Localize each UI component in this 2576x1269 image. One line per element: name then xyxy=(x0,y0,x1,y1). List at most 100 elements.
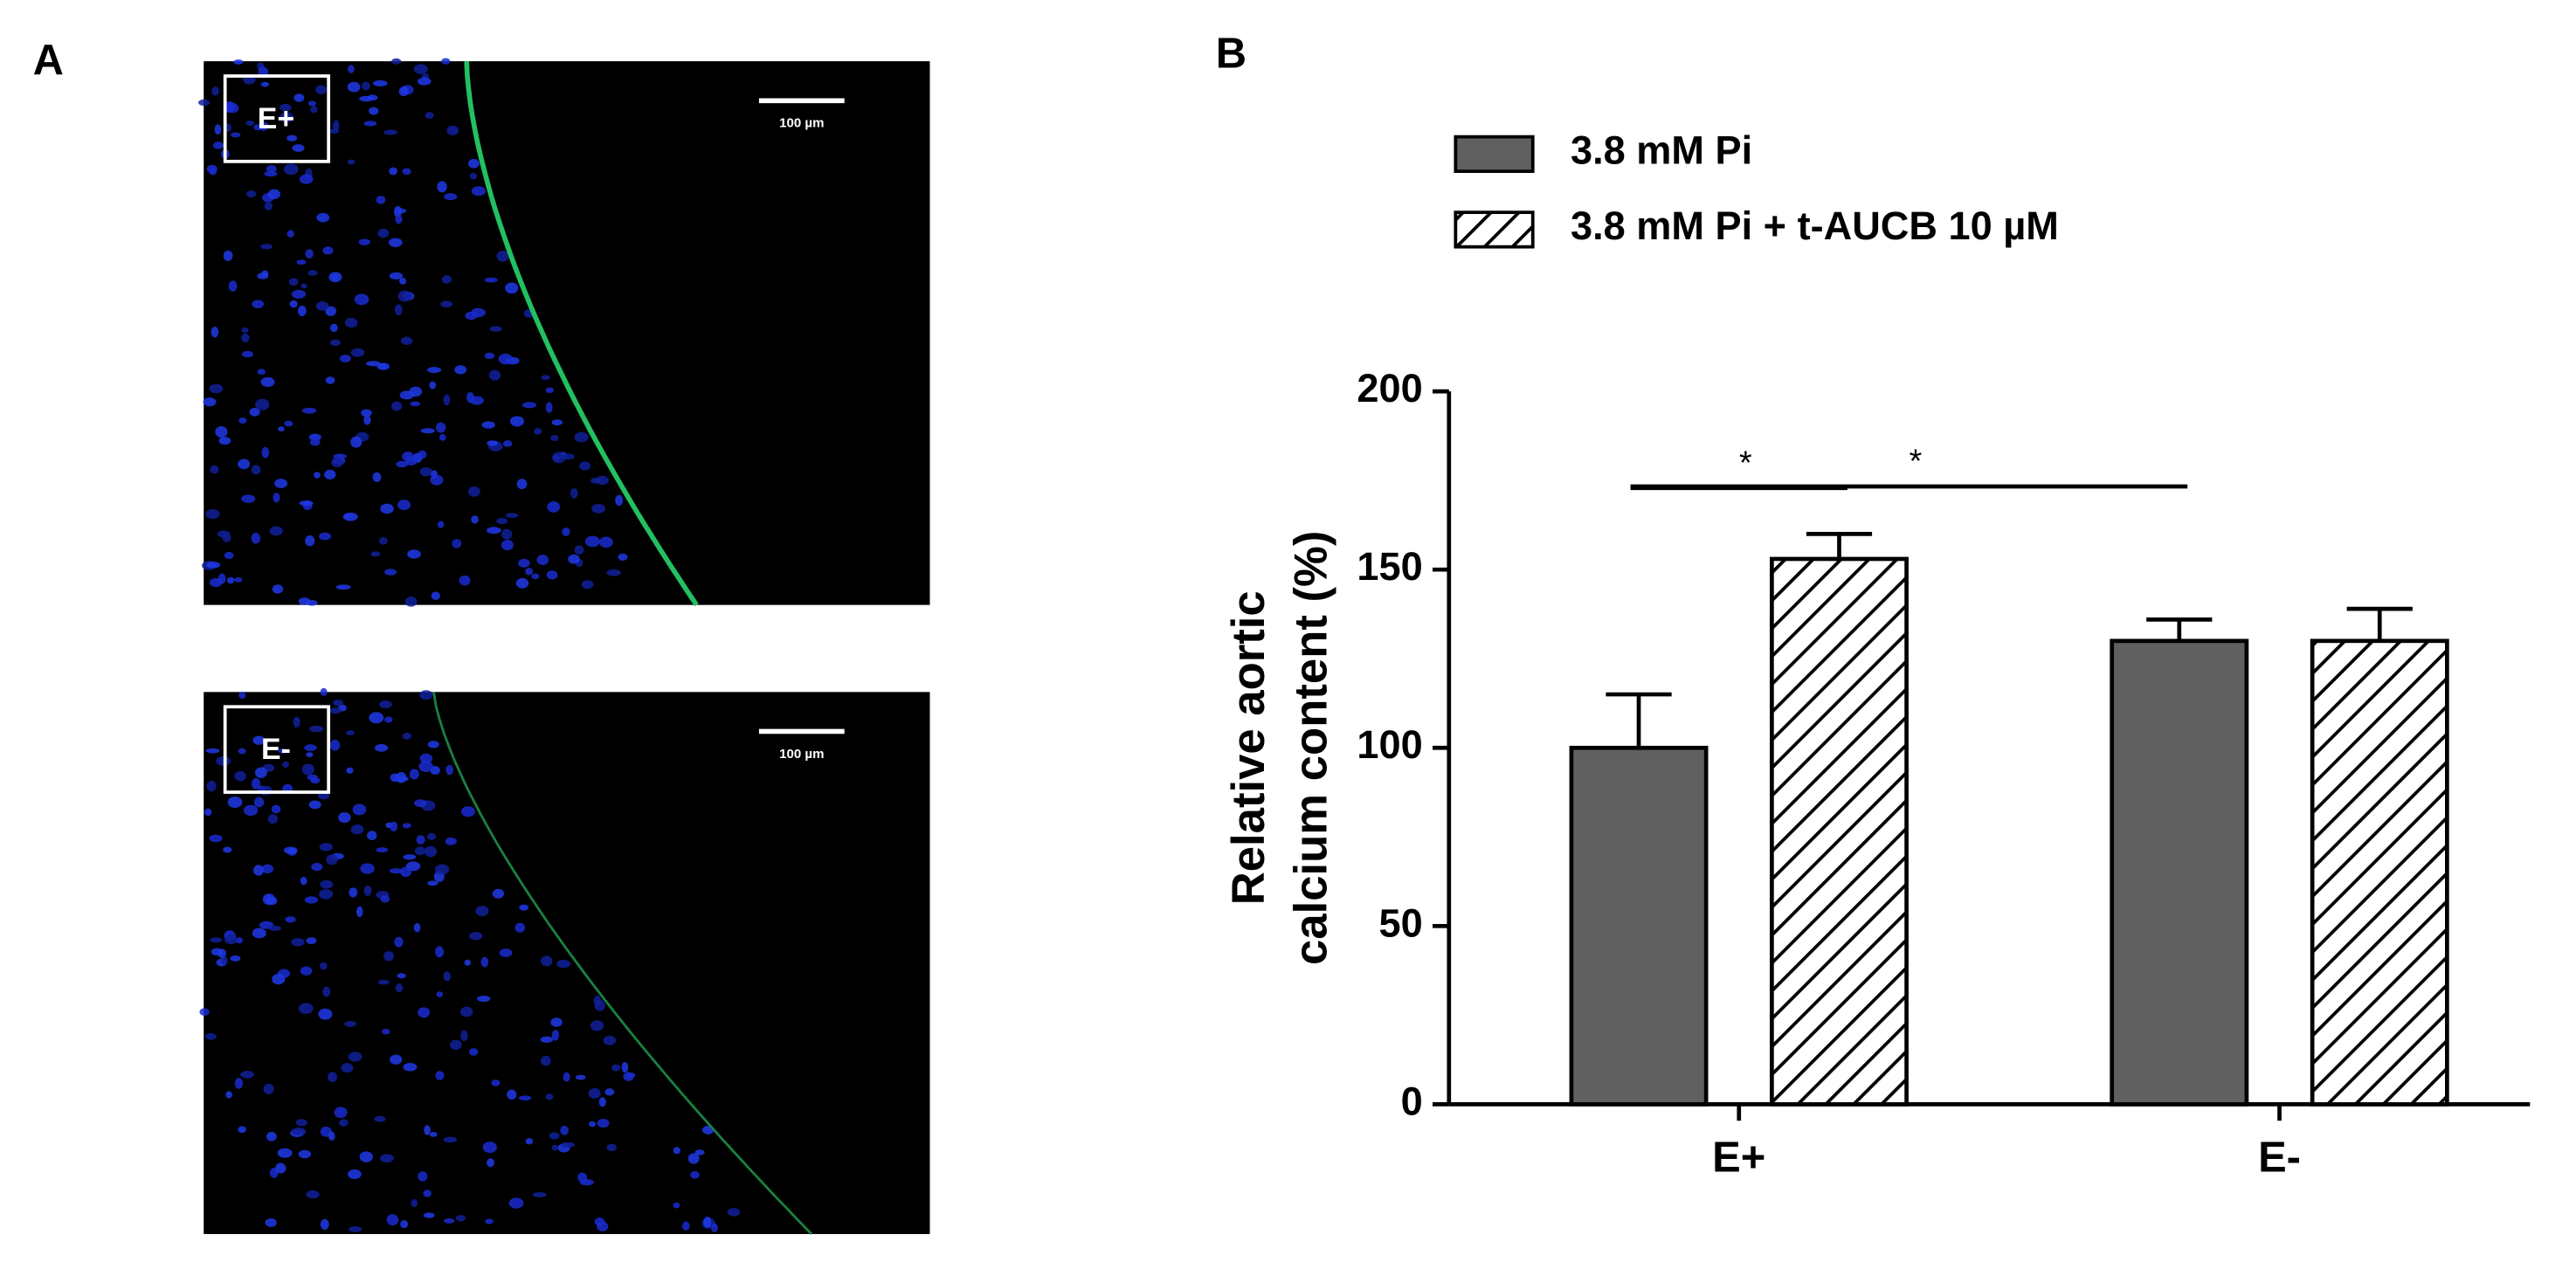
nucleus xyxy=(298,597,311,605)
nucleus xyxy=(265,1218,277,1227)
nucleus xyxy=(224,935,238,945)
nucleus xyxy=(425,112,434,120)
nucleus xyxy=(282,761,289,768)
nucleus xyxy=(231,132,241,138)
nucleus xyxy=(429,1132,438,1137)
nucleus xyxy=(454,365,467,375)
nucleus xyxy=(328,1131,335,1141)
nucleus xyxy=(577,1172,588,1183)
nucleus xyxy=(238,459,251,470)
nucleus xyxy=(394,936,404,948)
nucleus xyxy=(301,763,314,776)
nucleus xyxy=(335,584,351,590)
nucleus xyxy=(469,172,478,180)
legend-swatch xyxy=(1454,134,1535,174)
nucleus xyxy=(252,928,266,939)
nucleus xyxy=(226,576,235,584)
nucleus xyxy=(238,748,246,755)
nucleus xyxy=(325,306,336,316)
nucleus xyxy=(407,549,421,559)
nucleus xyxy=(331,457,344,468)
nucleus xyxy=(501,528,513,540)
nucleus xyxy=(365,361,381,367)
nucleus xyxy=(209,167,218,176)
nucleus xyxy=(551,419,563,426)
nucleus xyxy=(289,300,298,308)
nucleus xyxy=(690,1170,700,1179)
nucleus xyxy=(518,1095,532,1101)
nucleus xyxy=(204,1032,217,1040)
nucleus xyxy=(502,440,513,447)
nucleus xyxy=(397,500,411,511)
nucleus xyxy=(444,1217,455,1224)
nucleus xyxy=(409,769,419,780)
nucleus xyxy=(581,580,594,590)
nucleus xyxy=(575,1074,586,1080)
nucleus xyxy=(570,487,578,499)
nucleus xyxy=(206,780,217,792)
nucleus xyxy=(261,446,270,459)
nucleus xyxy=(310,438,321,446)
nucleus xyxy=(491,1079,501,1086)
nucleus xyxy=(603,1035,617,1045)
nucleus xyxy=(574,545,584,555)
panel-label: A xyxy=(33,37,64,84)
nucleus xyxy=(205,509,220,520)
nucleus xyxy=(536,555,549,566)
nucleus xyxy=(460,1030,468,1042)
nucleus xyxy=(322,986,331,997)
nucleus xyxy=(348,1169,362,1180)
nucleus xyxy=(308,800,321,810)
nucleus xyxy=(319,962,328,970)
nucleus xyxy=(541,1055,551,1066)
nucleus xyxy=(618,553,628,561)
nucleus xyxy=(272,973,286,985)
nucleus xyxy=(359,95,373,102)
nucleus xyxy=(518,558,530,568)
image-label: E+ xyxy=(258,102,294,135)
bar xyxy=(1569,745,1709,1107)
nucleus xyxy=(283,846,298,854)
nucleus xyxy=(296,259,307,266)
y-tick-label: 0 xyxy=(1401,1079,1423,1123)
nucleus xyxy=(264,170,278,177)
nucleus xyxy=(419,753,433,763)
nucleus xyxy=(259,121,269,131)
nucleus xyxy=(399,866,412,878)
nucleus xyxy=(541,375,550,381)
nucleus xyxy=(253,797,265,808)
nucleus xyxy=(267,814,278,824)
nucleus xyxy=(334,1107,348,1119)
nucleus xyxy=(308,433,321,441)
nucleus xyxy=(673,1147,680,1155)
nucleus xyxy=(597,1119,610,1128)
nucleus xyxy=(291,289,307,299)
micrograph: E- 100 µm xyxy=(199,687,930,1235)
nucleus xyxy=(333,700,344,707)
nucleus xyxy=(224,551,234,560)
nucleus xyxy=(395,983,404,993)
nucleus xyxy=(240,1071,255,1079)
y-axis-label: calcium content (%) xyxy=(1285,531,1336,965)
nucleus xyxy=(241,327,249,334)
nucleus xyxy=(589,1121,596,1128)
nucleus xyxy=(430,474,444,486)
y-tick-label: 200 xyxy=(1357,366,1422,410)
nucleus xyxy=(319,532,332,541)
nucleus xyxy=(218,437,231,445)
nucleus xyxy=(431,591,440,600)
nucleus xyxy=(300,876,307,886)
nucleus xyxy=(329,739,341,751)
nucleus xyxy=(266,164,277,173)
nucleus xyxy=(395,215,403,224)
nucleus xyxy=(291,1128,307,1135)
nucleus xyxy=(369,712,384,724)
nucleus xyxy=(515,922,526,933)
nucleus xyxy=(591,503,606,514)
nucleus xyxy=(552,452,566,464)
nucleus xyxy=(400,336,413,345)
nucleus xyxy=(328,1072,338,1083)
nucleus xyxy=(280,112,294,123)
nucleus xyxy=(287,134,298,141)
nucleus xyxy=(379,700,392,709)
